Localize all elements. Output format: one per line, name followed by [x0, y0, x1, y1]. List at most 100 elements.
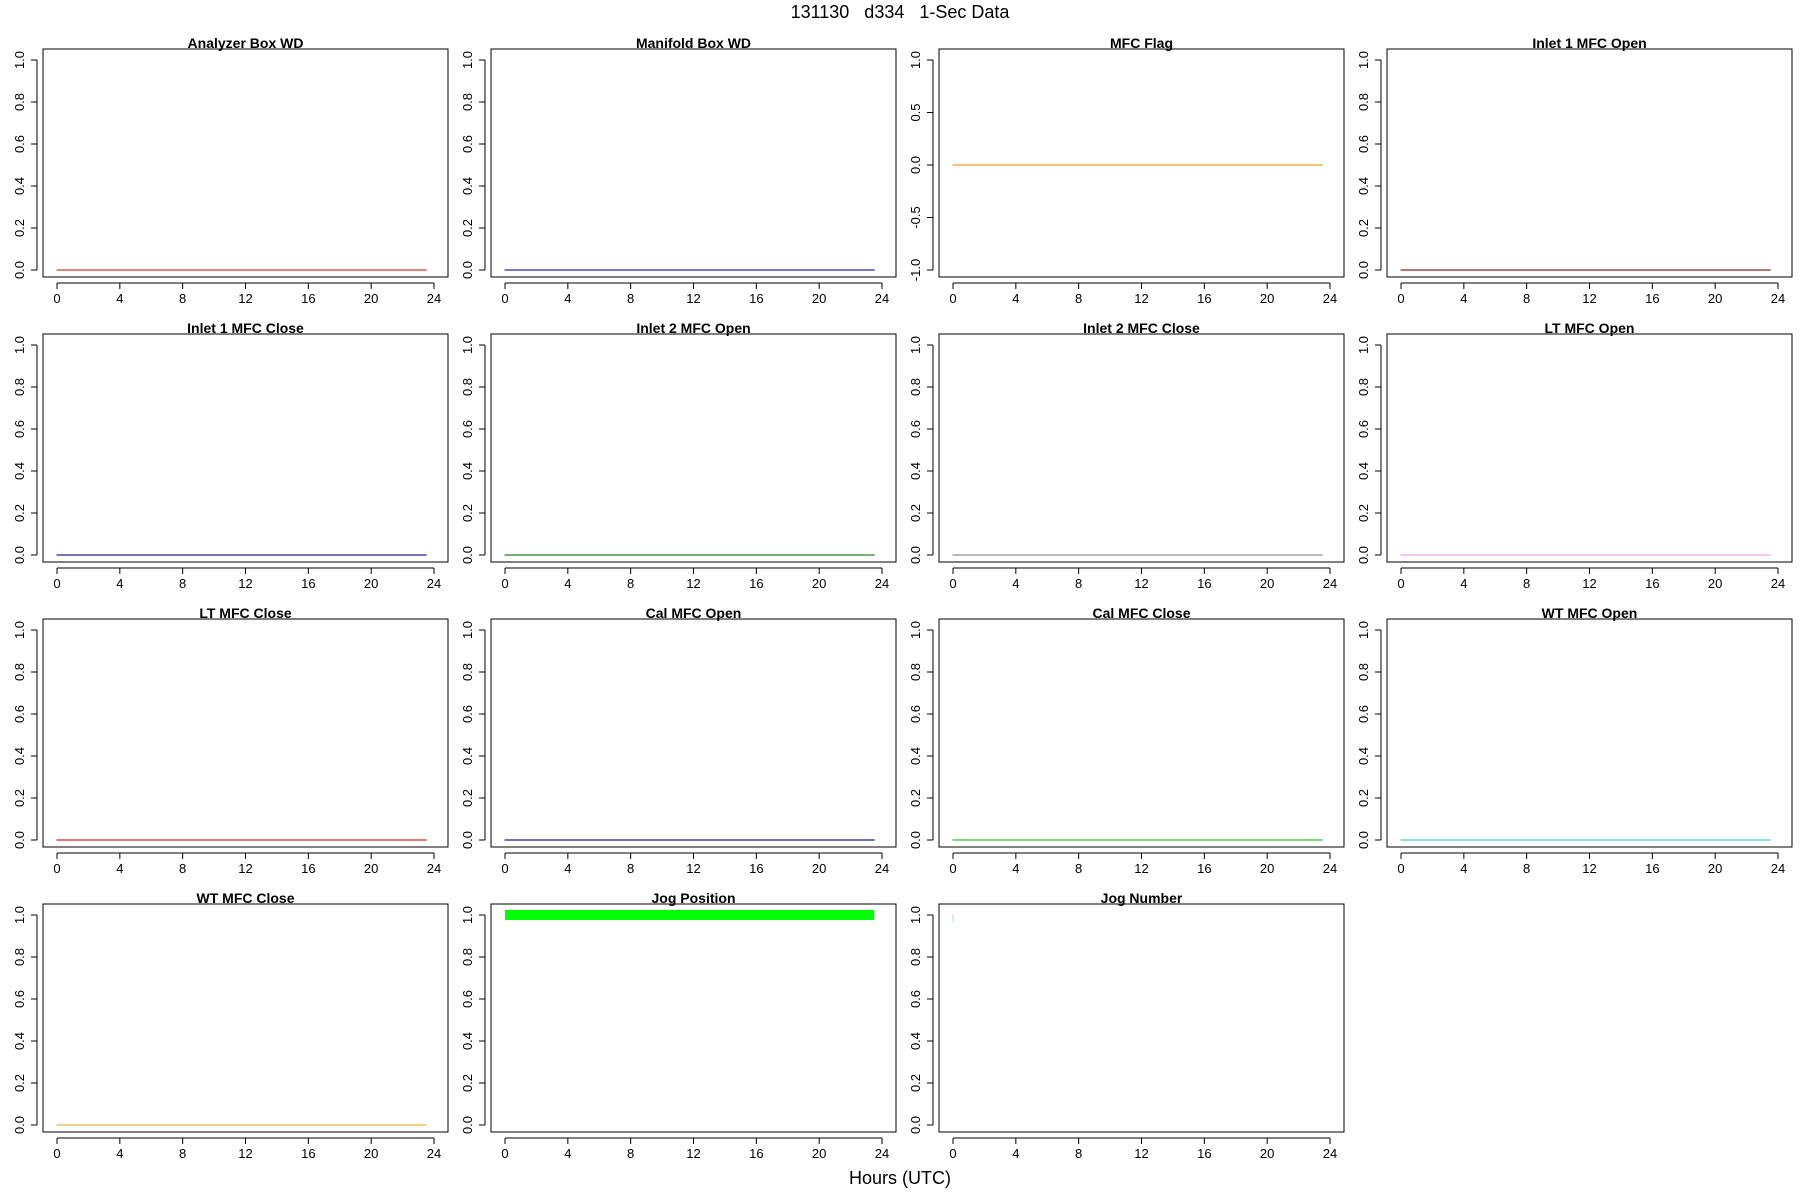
plot-frame [490, 618, 897, 848]
y-tick-label: 0.4 [908, 747, 923, 765]
plot-frame [1386, 333, 1793, 563]
x-tick-label: 8 [1523, 861, 1530, 876]
x-tick-label: 20 [1260, 1146, 1274, 1161]
y-tick-label: 1.0 [908, 906, 923, 924]
x-tick-label: 16 [1197, 1146, 1211, 1161]
x-tick-label: 0 [1397, 576, 1404, 591]
x-tick-label: 8 [1075, 291, 1082, 306]
x-tick-label: 0 [949, 1146, 956, 1161]
y-tick-label: 1.0 [460, 336, 475, 354]
x-tick-label: 20 [1708, 576, 1722, 591]
y-tick-label: 0.6 [1356, 420, 1371, 438]
y-tick-label: 0.6 [12, 705, 27, 723]
y-tick-label: 0.2 [460, 789, 475, 807]
x-tick-label: 12 [238, 861, 252, 876]
x-tick-label: 4 [116, 861, 123, 876]
y-tick-label: 1.0 [12, 51, 27, 69]
x-tick-label: 16 [749, 861, 763, 876]
x-tick-label: 12 [1582, 861, 1596, 876]
x-tick-label: 12 [686, 1146, 700, 1161]
y-tick-label: 0.6 [12, 135, 27, 153]
plot-frame [42, 333, 449, 563]
panel-title: Jog Position [652, 890, 736, 906]
x-tick-label: 12 [686, 861, 700, 876]
x-tick-label: 4 [116, 291, 123, 306]
y-tick-label: 0.4 [1356, 177, 1371, 195]
panel-6: Inlet 2 MFC Close 0 4 8 12 16 20 24 0.0 0.2 0.4 0.6… [908, 320, 1345, 591]
y-tick-label: 0.8 [1356, 663, 1371, 681]
plot-frame [42, 618, 449, 848]
panel-title: Manifold Box WD [636, 35, 751, 51]
x-tick-label: 12 [1134, 1146, 1148, 1161]
x-tick-label: 24 [427, 291, 441, 306]
x-tick-label: 16 [1197, 291, 1211, 306]
x-tick-label: 24 [875, 291, 889, 306]
y-tick-label: 1.0 [1356, 621, 1371, 639]
y-tick-label: 0.0 [1356, 831, 1371, 849]
y-tick-label: 0.8 [12, 378, 27, 396]
y-tick-label: 0.0 [1356, 261, 1371, 279]
x-tick-label: 16 [301, 861, 315, 876]
x-tick-label: 0 [949, 291, 956, 306]
x-axis-label: Hours (UTC) [849, 1168, 951, 1188]
y-tick-label: 0.8 [460, 378, 475, 396]
x-tick-label: 20 [1708, 291, 1722, 306]
y-tick-label: 0.2 [12, 1074, 27, 1092]
y-tick-label: 0.2 [460, 219, 475, 237]
x-tick-label: 8 [1523, 576, 1530, 591]
y-tick-label: 0.2 [1356, 504, 1371, 522]
x-tick-label: 16 [749, 576, 763, 591]
y-tick-label: 1.0 [908, 621, 923, 639]
y-tick-label: -1.0 [908, 259, 923, 281]
y-tick-label: 1.0 [1356, 51, 1371, 69]
y-tick-label: 0.0 [12, 261, 27, 279]
y-tick-label: 0.0 [460, 831, 475, 849]
x-tick-label: 8 [627, 576, 634, 591]
plot-frame [42, 48, 449, 278]
plot-frame [490, 903, 897, 1133]
panel-title: WT MFC Open [1542, 605, 1638, 621]
x-tick-label: 12 [1582, 576, 1596, 591]
x-tick-label: 8 [179, 861, 186, 876]
x-tick-label: 8 [1523, 291, 1530, 306]
panel-5: Inlet 2 MFC Open 0 4 8 12 16 20 24 0.0 0.2 0.4 0.6 0… [460, 320, 897, 591]
x-tick-label: 0 [501, 861, 508, 876]
x-tick-label: 8 [179, 576, 186, 591]
panel-9: Cal MFC Open 0 4 8 12 16 20 24 0.0 0.2 0.4 0.6 0.8 1.… [460, 605, 897, 876]
x-tick-label: 12 [1134, 291, 1148, 306]
y-tick-label: 0.0 [908, 1116, 923, 1134]
panel-4: Inlet 1 MFC Close 0 4 8 12 16 20 24 0.0 0.2 0.4 0.6… [12, 320, 449, 591]
x-tick-label: 16 [1197, 861, 1211, 876]
y-tick-label: 1.0 [460, 51, 475, 69]
y-tick-label: 0.6 [1356, 135, 1371, 153]
panel-title: Cal MFC Close [1092, 605, 1190, 621]
plot-frame [1386, 48, 1793, 278]
x-tick-label: 0 [53, 861, 60, 876]
x-tick-label: 4 [564, 576, 571, 591]
y-tick-label: 0.4 [908, 462, 923, 480]
x-tick-label: 20 [812, 576, 826, 591]
y-tick-label: -0.5 [908, 206, 923, 228]
y-tick-label: 0.4 [460, 747, 475, 765]
x-tick-label: 16 [301, 1146, 315, 1161]
plot-frame [938, 333, 1345, 563]
y-tick-label: 0.0 [12, 831, 27, 849]
plot-frame [938, 48, 1345, 278]
y-tick-label: 0.2 [12, 219, 27, 237]
x-tick-label: 0 [501, 576, 508, 591]
x-tick-label: 20 [364, 861, 378, 876]
panel-0: Analyzer Box WD 0 4 8 12 16 20 24 0.0 0.2 0.4 0.6 0.… [12, 35, 449, 306]
y-tick-label: 0.8 [460, 663, 475, 681]
x-tick-label: 8 [627, 861, 634, 876]
y-tick-label: 0.8 [1356, 93, 1371, 111]
y-tick-label: 0.8 [460, 93, 475, 111]
panel-title: LT MFC Close [199, 605, 292, 621]
x-tick-label: 8 [1075, 576, 1082, 591]
x-tick-label: 24 [1771, 291, 1785, 306]
panel-title: Inlet 2 MFC Close [1083, 320, 1200, 336]
y-tick-label: 0.2 [908, 504, 923, 522]
panel-title: Inlet 1 MFC Close [187, 320, 304, 336]
x-tick-label: 16 [1645, 576, 1659, 591]
x-tick-label: 24 [1323, 291, 1337, 306]
y-tick-label: 0.4 [12, 462, 27, 480]
